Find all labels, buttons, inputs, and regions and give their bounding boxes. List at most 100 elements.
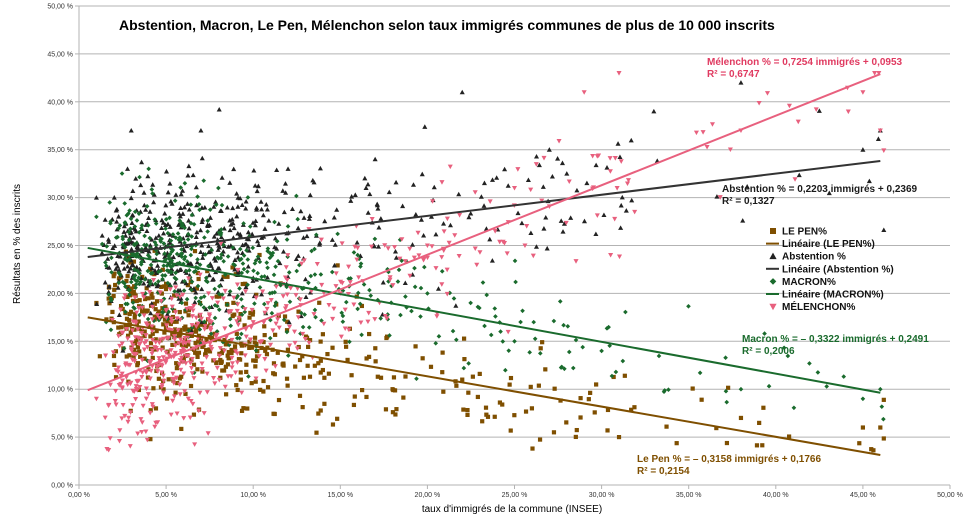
data-point (214, 231, 220, 236)
data-point (113, 282, 118, 288)
data-point (540, 184, 546, 189)
data-point (286, 270, 292, 275)
trendline-1 (87, 159, 881, 258)
data-point (183, 391, 188, 396)
data-point (253, 364, 258, 369)
data-point (206, 312, 212, 317)
data-point (358, 320, 364, 326)
data-point (407, 246, 413, 252)
data-point (237, 246, 243, 252)
data-point (375, 206, 381, 211)
data-point (440, 370, 445, 375)
data-point (134, 338, 139, 344)
data-point (235, 204, 241, 209)
data-point (877, 128, 883, 134)
data-point (170, 398, 176, 404)
data-point (356, 275, 362, 280)
data-point (265, 301, 271, 306)
data-point (260, 289, 266, 295)
data-point (453, 303, 459, 308)
data-point (159, 370, 165, 375)
data-point (148, 262, 154, 268)
data-point (546, 147, 552, 152)
data-point (326, 302, 332, 308)
data-point (120, 306, 125, 312)
data-point (512, 413, 517, 418)
data-point (425, 291, 430, 296)
data-point (447, 290, 453, 296)
data-point (764, 91, 770, 96)
data-point (468, 210, 474, 216)
data-point (107, 200, 113, 205)
data-point (815, 370, 821, 375)
data-point (247, 315, 252, 320)
data-point (142, 277, 148, 282)
data-point (409, 308, 414, 314)
data-point (241, 253, 247, 258)
data-point (215, 300, 221, 306)
data-point (154, 251, 160, 257)
data-point (134, 278, 140, 284)
data-point (173, 327, 178, 332)
legend-label: Linéaire (Abstention %) (782, 264, 894, 275)
data-point (285, 224, 291, 229)
data-point (194, 351, 199, 356)
data-point (189, 323, 195, 328)
data-point (132, 224, 138, 229)
data-point (153, 242, 159, 248)
data-point (308, 273, 314, 279)
data-point (709, 122, 715, 127)
data-point (357, 301, 363, 307)
data-point (177, 333, 182, 339)
data-point (241, 266, 247, 272)
data-point (165, 230, 171, 236)
data-point (275, 350, 280, 355)
data-point (157, 290, 163, 295)
data-point (138, 417, 144, 422)
data-point (264, 207, 270, 212)
data-point (172, 289, 177, 294)
data-point (489, 177, 496, 182)
data-point (168, 238, 174, 243)
data-point (392, 248, 399, 254)
data-point (308, 290, 314, 295)
data-point (451, 296, 457, 301)
data-point (318, 339, 323, 344)
data-point (102, 217, 108, 222)
data-point (176, 362, 182, 367)
data-point (308, 289, 314, 294)
data-point (331, 214, 337, 220)
data-point (225, 353, 230, 358)
data-point (226, 310, 232, 315)
trendline-0 (87, 316, 881, 456)
data-point (245, 195, 251, 200)
data-point (126, 287, 131, 293)
x-tick-label-5: 25,00 % (502, 492, 528, 499)
data-point (537, 437, 543, 442)
data-point (142, 334, 147, 339)
trendline-equations: Le Pen % = – 0,3158 immigrés + 0,1766R² … (637, 57, 929, 477)
data-point (165, 319, 170, 324)
data-point (130, 188, 136, 193)
data-point (261, 389, 266, 394)
data-point (824, 384, 829, 389)
data-point (239, 202, 245, 208)
data-point (182, 389, 188, 394)
data-point (343, 299, 349, 305)
data-point (502, 166, 508, 172)
data-point (178, 266, 184, 272)
data-point (661, 389, 667, 395)
data-point (578, 396, 583, 401)
data-point (245, 406, 250, 411)
data-point (152, 272, 157, 277)
data-point (253, 218, 259, 224)
data-point (122, 293, 128, 298)
data-point (152, 424, 158, 430)
data-point (218, 375, 223, 380)
data-point (605, 407, 611, 413)
data-point (222, 326, 228, 331)
data-point (157, 237, 163, 243)
data-point (193, 329, 199, 334)
data-point (166, 353, 172, 359)
data-point (128, 346, 135, 352)
